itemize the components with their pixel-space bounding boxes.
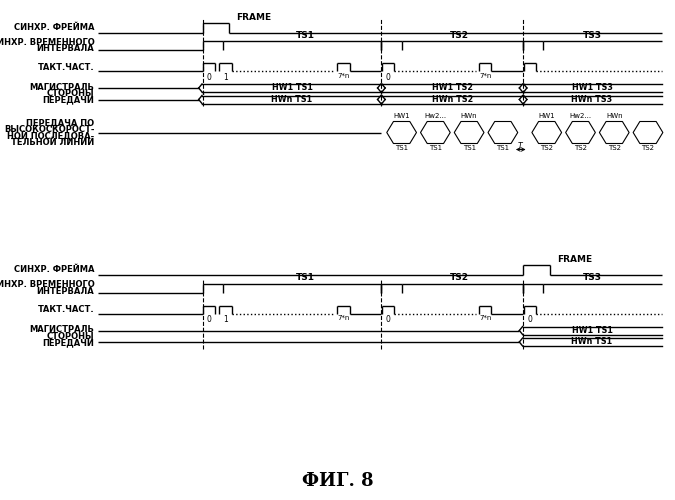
Text: HWn: HWn <box>461 114 477 119</box>
Text: TS2: TS2 <box>641 146 655 152</box>
Text: 0: 0 <box>385 73 391 82</box>
Text: 1: 1 <box>223 316 228 324</box>
Text: ФИГ. 8: ФИГ. 8 <box>302 472 373 490</box>
Text: ТЕЛЬНОЙ ЛИНИИ: ТЕЛЬНОЙ ЛИНИИ <box>11 138 94 147</box>
Text: FRAME: FRAME <box>236 12 271 22</box>
Text: TS2: TS2 <box>540 146 553 152</box>
Text: 1: 1 <box>223 73 228 82</box>
Text: TS3: TS3 <box>583 273 602 282</box>
Text: TS1: TS1 <box>296 30 315 40</box>
Text: TS1: TS1 <box>496 146 510 152</box>
Text: TS3: TS3 <box>583 30 602 40</box>
Text: МАГИСТРАЛЬ: МАГИСТРАЛЬ <box>30 82 95 92</box>
Text: Hw2...: Hw2... <box>570 114 591 119</box>
Text: HW1 TS1: HW1 TS1 <box>572 326 612 335</box>
Text: 7*n: 7*n <box>338 73 350 79</box>
Text: ТАКТ.ЧАСТ.: ТАКТ.ЧАСТ. <box>38 305 95 314</box>
Text: TS1: TS1 <box>462 146 476 152</box>
Text: HWn TS1: HWn TS1 <box>271 95 313 104</box>
Text: Hw2...: Hw2... <box>425 114 446 119</box>
Text: HW1: HW1 <box>539 114 555 119</box>
Text: TS1: TS1 <box>296 273 315 282</box>
Text: HW1 TS2: HW1 TS2 <box>432 84 472 92</box>
Text: TS1: TS1 <box>395 146 408 152</box>
Text: 7*n: 7*n <box>479 73 491 79</box>
Text: СИНХР. ВРЕМЕННОГО: СИНХР. ВРЕМЕННОГО <box>0 38 95 47</box>
Text: СИНХР. ФРЕЙМА: СИНХР. ФРЕЙМА <box>14 23 94 32</box>
Text: 0: 0 <box>207 316 212 324</box>
Text: HWn TS2: HWn TS2 <box>431 95 473 104</box>
Text: HW1 TS1: HW1 TS1 <box>271 84 313 92</box>
Text: HWn: HWn <box>606 114 622 119</box>
Text: СТОРОНЫ: СТОРОНЫ <box>47 332 94 341</box>
Text: ПЕРЕДАЧА ПО: ПЕРЕДАЧА ПО <box>26 118 95 127</box>
Text: TS2: TS2 <box>450 30 468 40</box>
Text: TS2: TS2 <box>450 273 468 282</box>
Text: НОЙ ПОСЛЕДОВА-: НОЙ ПОСЛЕДОВА- <box>7 130 94 141</box>
Text: TS2: TS2 <box>608 146 621 152</box>
Text: ПЕРЕДАЧИ: ПЕРЕДАЧИ <box>43 96 94 105</box>
Text: 0: 0 <box>207 73 212 82</box>
Text: TS1: TS1 <box>429 146 442 152</box>
Text: ИНТЕРВАЛА: ИНТЕРВАЛА <box>36 286 95 296</box>
Text: HWn TS3: HWn TS3 <box>572 95 613 104</box>
Text: СТОРОНЫ: СТОРОНЫ <box>47 89 94 98</box>
Text: TS2: TS2 <box>574 146 587 152</box>
Text: СИНХР. ФРЕЙМА: СИНХР. ФРЕЙМА <box>14 266 94 274</box>
Text: FRAME: FRAME <box>557 255 592 264</box>
Text: СИНХР. ВРЕМЕННОГО: СИНХР. ВРЕМЕННОГО <box>0 280 95 289</box>
Text: ИНТЕРВАЛА: ИНТЕРВАЛА <box>36 44 95 53</box>
Text: ВЫСОКОСКОРОСТ-: ВЫСОКОСКОРОСТ- <box>4 125 94 134</box>
Text: 0: 0 <box>385 316 391 324</box>
Text: HW1: HW1 <box>394 114 410 119</box>
Text: T: T <box>518 142 522 151</box>
Text: ТАКТ.ЧАСТ.: ТАКТ.ЧАСТ. <box>38 62 95 72</box>
Text: 7*n: 7*n <box>479 316 491 322</box>
Text: ПЕРЕДАЧИ: ПЕРЕДАЧИ <box>43 338 94 347</box>
Text: 0: 0 <box>527 316 533 324</box>
Text: 7*n: 7*n <box>338 316 350 322</box>
Text: МАГИСТРАЛЬ: МАГИСТРАЛЬ <box>30 325 95 334</box>
Text: HW1 TS3: HW1 TS3 <box>572 84 612 92</box>
Text: HWn TS1: HWn TS1 <box>572 338 613 346</box>
